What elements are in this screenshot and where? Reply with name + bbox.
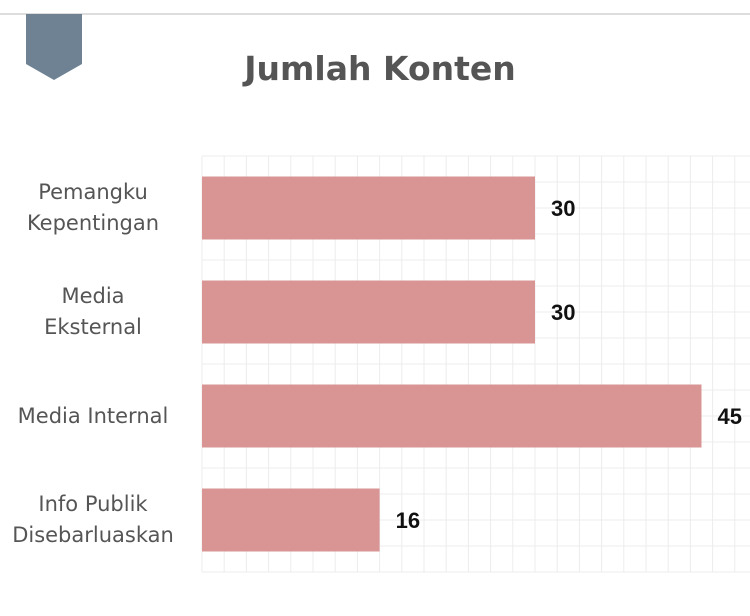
value-label: 16 — [396, 508, 420, 533]
chart-title: Jumlah Konten — [242, 49, 516, 88]
value-label: 30 — [551, 300, 575, 325]
value-label: 45 — [718, 404, 742, 429]
category-label: Media Internal — [17, 403, 169, 428]
category-label: Pemangku Kepentingan — [26, 180, 160, 235]
bar — [202, 488, 380, 552]
bar — [202, 176, 535, 240]
category-label: Media Eksternal — [44, 284, 142, 339]
badge — [26, 14, 82, 80]
bar — [202, 384, 702, 448]
category-label: Info Publik Disebarluaskan — [12, 492, 174, 547]
value-label: 30 — [551, 196, 575, 221]
bar — [202, 280, 535, 344]
